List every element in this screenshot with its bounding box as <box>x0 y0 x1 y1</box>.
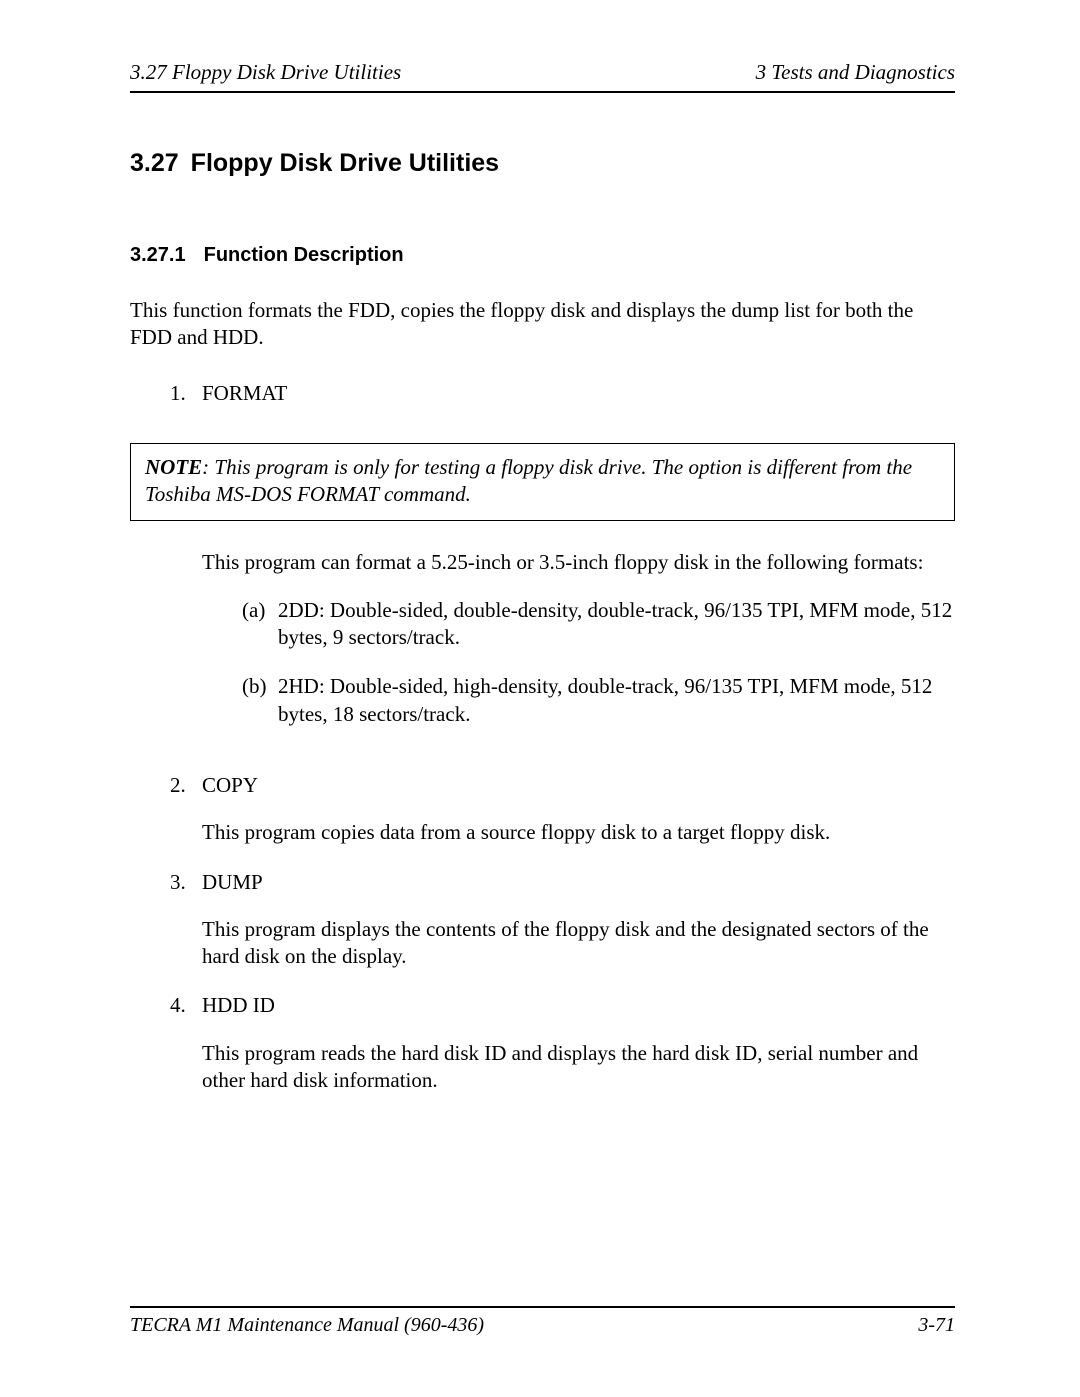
list-item-desc: This program can format a 5.25-inch or 3… <box>202 549 955 576</box>
sub-list-item: (a) 2DD: Double-sided, double-density, d… <box>242 597 955 652</box>
list-item-desc: This program displays the contents of th… <box>202 916 955 971</box>
header-right: 3 Tests and Diagnostics <box>756 60 955 85</box>
page: 3.27 Floppy Disk Drive Utilities 3 Tests… <box>0 0 1080 1094</box>
subsection-title-text: Function Description <box>204 244 404 266</box>
footer-left: TECRA M1 Maintenance Manual (960-436) <box>130 1314 484 1337</box>
sub-list-text: 2HD: Double-sided, high-density, double-… <box>278 673 955 728</box>
list-item-body: This program can format a 5.25-inch or 3… <box>170 549 955 749</box>
list-item: 1. FORMAT <box>170 380 955 427</box>
list-item-title: DUMP <box>202 869 955 896</box>
list-marker: 4. <box>170 992 202 1094</box>
list-marker: 2. <box>170 772 202 847</box>
section-title-text: Floppy Disk Drive Utilities <box>191 149 499 177</box>
subsection-number: 3.27.1 <box>130 244 186 266</box>
sub-list-text: 2DD: Double-sided, double-density, doubl… <box>278 597 955 652</box>
list-item-desc: This program copies data from a source f… <box>202 819 955 846</box>
section-title: 3.27 Floppy Disk Drive Utilities <box>130 149 955 178</box>
list-item-title: HDD ID <box>202 992 955 1019</box>
list-item-desc: This program reads the hard disk ID and … <box>202 1040 955 1095</box>
list-item: 4. HDD ID This program reads the hard di… <box>170 992 955 1094</box>
intro-paragraph: This function formats the FDD, copies th… <box>130 297 955 352</box>
list-item-title: COPY <box>202 772 955 799</box>
header-left: 3.27 Floppy Disk Drive Utilities <box>130 60 401 85</box>
list-marker: 3. <box>170 869 202 971</box>
list-item-title: FORMAT <box>202 380 955 407</box>
list-item: 3. DUMP This program displays the conten… <box>170 869 955 971</box>
sub-list-item: (b) 2HD: Double-sided, high-density, dou… <box>242 673 955 728</box>
list-item: 2. COPY This program copies data from a … <box>170 772 955 847</box>
sub-list-marker: (b) <box>242 673 278 728</box>
section-number: 3.27 <box>130 149 179 177</box>
list-marker: 1. <box>170 380 202 427</box>
page-header: 3.27 Floppy Disk Drive Utilities 3 Tests… <box>130 60 955 93</box>
footer-right: 3-71 <box>918 1314 955 1337</box>
list-marker-spacer <box>170 549 202 749</box>
page-footer: TECRA M1 Maintenance Manual (960-436) 3-… <box>130 1306 955 1337</box>
note-label: NOTE <box>145 455 202 479</box>
subsection-title: 3.27.1 Function Description <box>130 244 955 267</box>
note-text: : This program is only for testing a flo… <box>145 455 912 506</box>
note-box: NOTE: This program is only for testing a… <box>130 443 955 522</box>
sub-list-marker: (a) <box>242 597 278 652</box>
